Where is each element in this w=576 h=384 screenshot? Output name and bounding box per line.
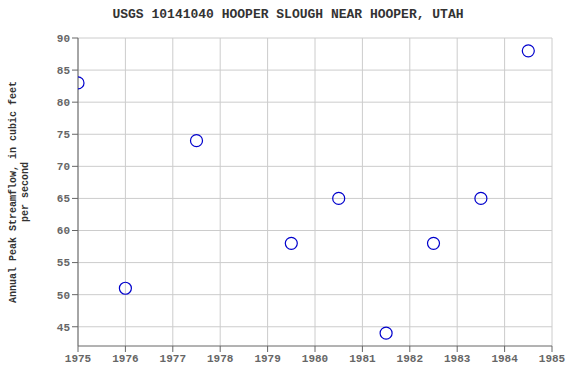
svg-text:75: 75 [57,129,71,141]
svg-text:1985: 1985 [539,353,566,365]
svg-text:1976: 1976 [112,353,138,365]
svg-text:1980: 1980 [302,353,328,365]
svg-text:1984: 1984 [491,353,518,365]
svg-text:Annual Peak Streamflow, in cub: Annual Peak Streamflow, in cubic feetper… [8,81,31,303]
svg-text:85: 85 [57,65,71,77]
svg-text:80: 80 [57,97,70,109]
svg-text:1975: 1975 [65,353,92,365]
svg-text:1977: 1977 [160,353,186,365]
svg-text:50: 50 [57,290,70,302]
svg-text:55: 55 [57,257,71,269]
html-text:USGS 10141040 HOOPER SLOUGH NE: USGS 10141040 HOOPER SLOUGH NEAR HOOPER,… [112,7,464,22]
svg-text:65: 65 [57,193,71,205]
svg-text:1978: 1978 [207,353,234,365]
svg-text:1981: 1981 [349,353,376,365]
svg-text:1979: 1979 [254,353,280,365]
svg-text:1983: 1983 [444,353,471,365]
svg-text:90: 90 [57,33,70,45]
svg-text:60: 60 [57,225,70,237]
svg-text:1982: 1982 [397,353,423,365]
svg-text:45: 45 [57,322,71,334]
svg-text:70: 70 [57,161,70,173]
